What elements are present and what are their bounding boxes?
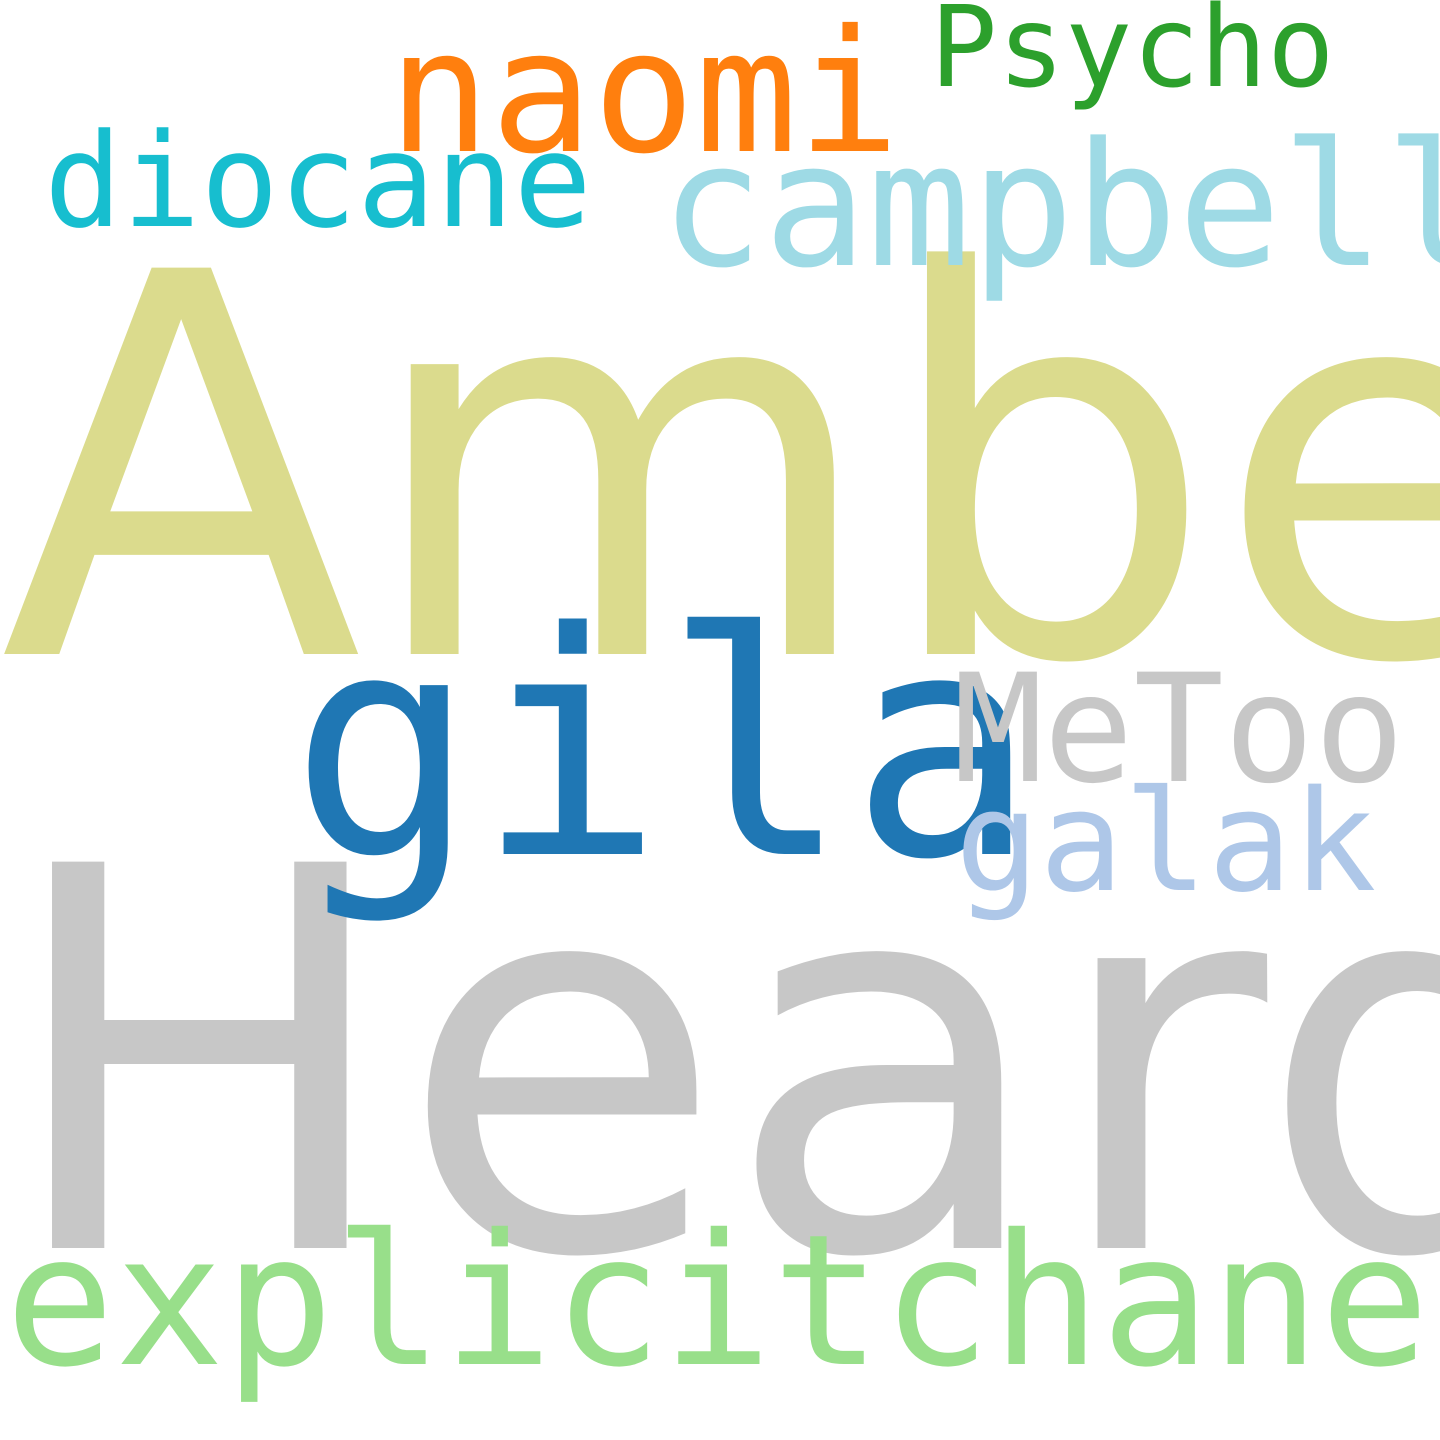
- word-metoo: MeToo: [953, 643, 1405, 817]
- word-amber: Amber: [0, 162, 1440, 779]
- word-psycho: Psycho: [930, 0, 1335, 113]
- word-heard: Heard: [0, 756, 1440, 1373]
- word-gila: gila: [290, 567, 1037, 928]
- word-galak: galak: [955, 761, 1377, 924]
- word-campbell: campbell: [660, 105, 1440, 306]
- word-diocane: diocane: [44, 105, 592, 257]
- word-explicitchanel: explicitchanel: [5, 1195, 1440, 1407]
- word-naomi: naomi: [388, 0, 900, 192]
